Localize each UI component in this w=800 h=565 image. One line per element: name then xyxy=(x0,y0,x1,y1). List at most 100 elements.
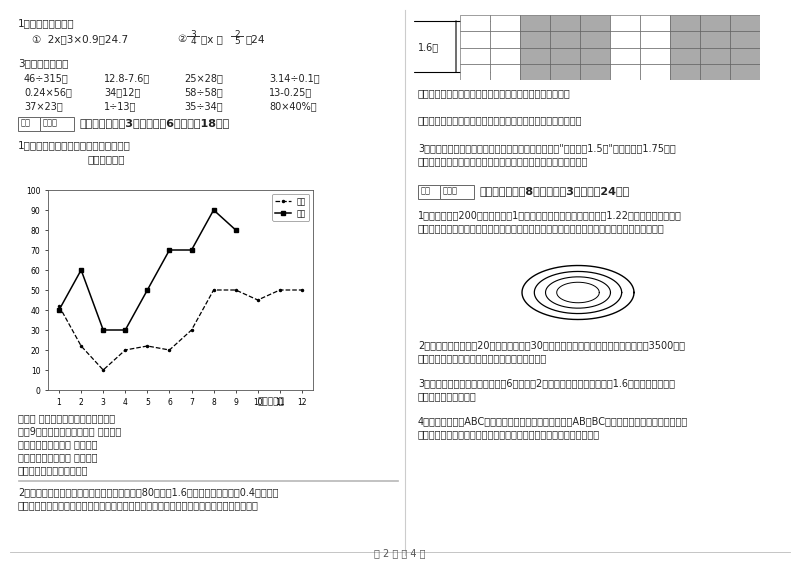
Text: 1．某运动场的200米跑道如图（1）所示，弯道为半圆形，跑道宽为1.22米，两名运动员沿各: 1．某运动场的200米跑道如图（1）所示，弯道为半圆形，跑道宽为1.22米，两名… xyxy=(418,210,682,220)
支出 xyxy=(165,346,174,353)
Bar xyxy=(550,31,580,47)
Bar xyxy=(610,47,640,64)
Bar xyxy=(580,31,610,47)
Text: 1．解方程或比例。: 1．解方程或比例。 xyxy=(18,18,74,28)
Bar xyxy=(490,64,520,80)
Text: 1．请根据下面的统计图回答下列问题。: 1．请根据下面的统计图回答下列问题。 xyxy=(18,140,131,150)
Bar xyxy=(670,31,700,47)
Text: 1÷13＝: 1÷13＝ xyxy=(104,101,136,111)
Text: 评卷人: 评卷人 xyxy=(43,118,58,127)
Text: 80×40%＝: 80×40%＝ xyxy=(269,101,317,111)
Bar xyxy=(730,64,760,80)
收入 xyxy=(209,207,218,214)
Bar xyxy=(700,15,730,31)
Text: 12.8-7.6＝: 12.8-7.6＝ xyxy=(104,73,150,83)
收入 xyxy=(121,327,130,333)
Bar xyxy=(40,117,74,131)
Text: 五、综合题（共3小题，每题6分，共计18分）: 五、综合题（共3小题，每题6分，共计18分） xyxy=(80,118,230,128)
Text: 月份（月）: 月份（月） xyxy=(258,397,285,406)
Text: 37×23＝: 37×23＝ xyxy=(24,101,62,111)
Bar xyxy=(550,15,580,31)
支出 xyxy=(121,346,130,353)
Text: 35÷34＝: 35÷34＝ xyxy=(184,101,222,111)
Text: ⑶、全年实际收入（ ）万元。: ⑶、全年实际收入（ ）万元。 xyxy=(18,439,98,449)
支出 xyxy=(297,286,306,293)
收入 xyxy=(165,246,174,253)
Text: 13-0.25＝: 13-0.25＝ xyxy=(269,87,312,97)
Text: 自跑道赛跑一圈。为使二人距离相等，应让外跑道的运动员前移多少米？（得数保留两位小数）: 自跑道赛跑一圈。为使二人距离相等，应让外跑道的运动员前移多少米？（得数保留两位小… xyxy=(418,223,665,233)
支出 xyxy=(275,286,285,293)
Bar xyxy=(490,15,520,31)
Text: 0.24×56＝: 0.24×56＝ xyxy=(24,87,72,97)
Text: ⑴铺设这条人行通道一共需要多少块地板砖？（不计损耗）: ⑴铺设这条人行通道一共需要多少块地板砖？（不计损耗） xyxy=(418,88,570,98)
收入 xyxy=(76,267,86,273)
Bar xyxy=(580,47,610,64)
Text: ⑷、平均每月支出（ ）万元。: ⑷、平均每月支出（ ）万元。 xyxy=(18,452,98,462)
Bar xyxy=(580,64,610,80)
Text: ⑸、你还获得了哪些信息？: ⑸、你还获得了哪些信息？ xyxy=(18,465,89,475)
Bar xyxy=(520,47,550,64)
Text: 评卷人: 评卷人 xyxy=(443,186,458,195)
Bar xyxy=(460,31,490,47)
Bar xyxy=(700,31,730,47)
Bar xyxy=(550,47,580,64)
收入 xyxy=(231,227,241,233)
Text: 1.6米: 1.6米 xyxy=(418,42,439,52)
Text: 3．一地煤炭圆锥形，底面直径是6米，高是2米，如果每立方米煤的重量1.6吨，这堆煤有多少: 3．一地煤炭圆锥形，底面直径是6米，高是2米，如果每立方米煤的重量1.6吨，这堆… xyxy=(418,378,675,388)
Bar xyxy=(730,47,760,64)
Text: ，x ＝: ，x ＝ xyxy=(201,34,223,44)
Bar xyxy=(610,64,640,80)
Bar xyxy=(730,31,760,47)
Text: 5: 5 xyxy=(234,37,240,46)
Text: 得分: 得分 xyxy=(21,118,31,127)
Text: 4．把直角三角形ABC（如下图）（单位：分米）沿着边AB和BC分别旋转一周，可以得到两个不: 4．把直角三角形ABC（如下图）（单位：分米）沿着边AB和BC分别旋转一周，可以… xyxy=(418,416,688,426)
Text: 2．一项工程，甲独做20天完成，乙独做30天完成，现在两人合作，完成后共得工资3500元，: 2．一项工程，甲独做20天完成，乙独做30天完成，现在两人合作，完成后共得工资3… xyxy=(418,340,685,350)
支出 xyxy=(98,367,108,373)
Bar xyxy=(640,15,670,31)
支出 xyxy=(209,286,218,293)
支出 xyxy=(231,286,241,293)
Text: 2．欣欣社区公园要铺设一条人行通道，通道长80米、宽1.6米。现在用边长都是0.4米的红、: 2．欣欣社区公园要铺设一条人行通道，通道长80米、宽1.6米。现在用边长都是0.… xyxy=(18,487,278,497)
Text: 34＋12＝: 34＋12＝ xyxy=(104,87,140,97)
Text: 3: 3 xyxy=(190,30,196,39)
Bar xyxy=(460,64,490,80)
支出 xyxy=(54,303,64,310)
支出 xyxy=(253,297,262,303)
Bar xyxy=(640,31,670,47)
Text: 全额（万元）: 全额（万元） xyxy=(88,154,126,164)
Bar xyxy=(520,31,550,47)
Text: 得分: 得分 xyxy=(421,186,431,195)
Text: 3．面图分析：有一个水池里悬着一块牌子，上面写着"平均水深1.5米"。某人身高1.75米，: 3．面图分析：有一个水池里悬着一块牌子，上面写着"平均水深1.5米"。某人身高1… xyxy=(418,143,676,153)
Text: ①  2x＋3×0.9＝24.7: ① 2x＋3×0.9＝24.7 xyxy=(32,34,128,44)
支出 xyxy=(142,342,152,349)
Text: 如果按完成工程分配工资，甲、乙各分得多少元？: 如果按完成工程分配工资，甲、乙各分得多少元？ xyxy=(418,353,547,363)
Text: 黄两种正方形地砖铺设（下图是铺设的局部图示，其中空白、阴影分别表示黄、红两种颜色）: 黄两种正方形地砖铺设（下图是铺设的局部图示，其中空白、阴影分别表示黄、红两种颜色… xyxy=(18,500,259,510)
Bar xyxy=(670,64,700,80)
Bar xyxy=(460,47,490,64)
Text: 3.14÷0.1＝: 3.14÷0.1＝ xyxy=(269,73,320,83)
Line: 支出: 支出 xyxy=(57,288,304,372)
Text: 同的圆锥，沿着哪条边旋转得到的圆锥体积比较大？是多少立方分米？: 同的圆锥，沿着哪条边旋转得到的圆锥体积比较大？是多少立方分米？ xyxy=(418,429,600,439)
Bar xyxy=(670,47,700,64)
Bar xyxy=(460,15,490,31)
Bar xyxy=(580,15,610,31)
Text: ⑵、9月份收入和支出相差（ ）万元。: ⑵、9月份收入和支出相差（ ）万元。 xyxy=(18,426,122,436)
Bar xyxy=(490,31,520,47)
Bar xyxy=(610,31,640,47)
Text: 3．直接写得数。: 3．直接写得数。 xyxy=(18,58,68,68)
支出 xyxy=(76,342,86,349)
Legend: 支出, 收入: 支出, 收入 xyxy=(273,194,309,221)
Bar xyxy=(670,15,700,31)
Text: ⑴、（ ）月份收入和支出相差最小。: ⑴、（ ）月份收入和支出相差最小。 xyxy=(18,413,115,423)
Text: 58÷58＝: 58÷58＝ xyxy=(184,87,222,97)
Text: 他不会游泳。如果不慎掉入水池中，他是否有生命危险？为什么？: 他不会游泳。如果不慎掉入水池中，他是否有生命危险？为什么？ xyxy=(418,156,588,166)
支出 xyxy=(186,327,196,333)
Text: 46÷315＝: 46÷315＝ xyxy=(24,73,69,83)
收入 xyxy=(54,307,64,314)
Text: 第 2 页 共 4 页: 第 2 页 共 4 页 xyxy=(374,548,426,558)
Bar xyxy=(700,47,730,64)
Bar xyxy=(640,64,670,80)
Text: ，24: ，24 xyxy=(245,34,265,44)
Bar xyxy=(490,47,520,64)
收入 xyxy=(142,286,152,293)
